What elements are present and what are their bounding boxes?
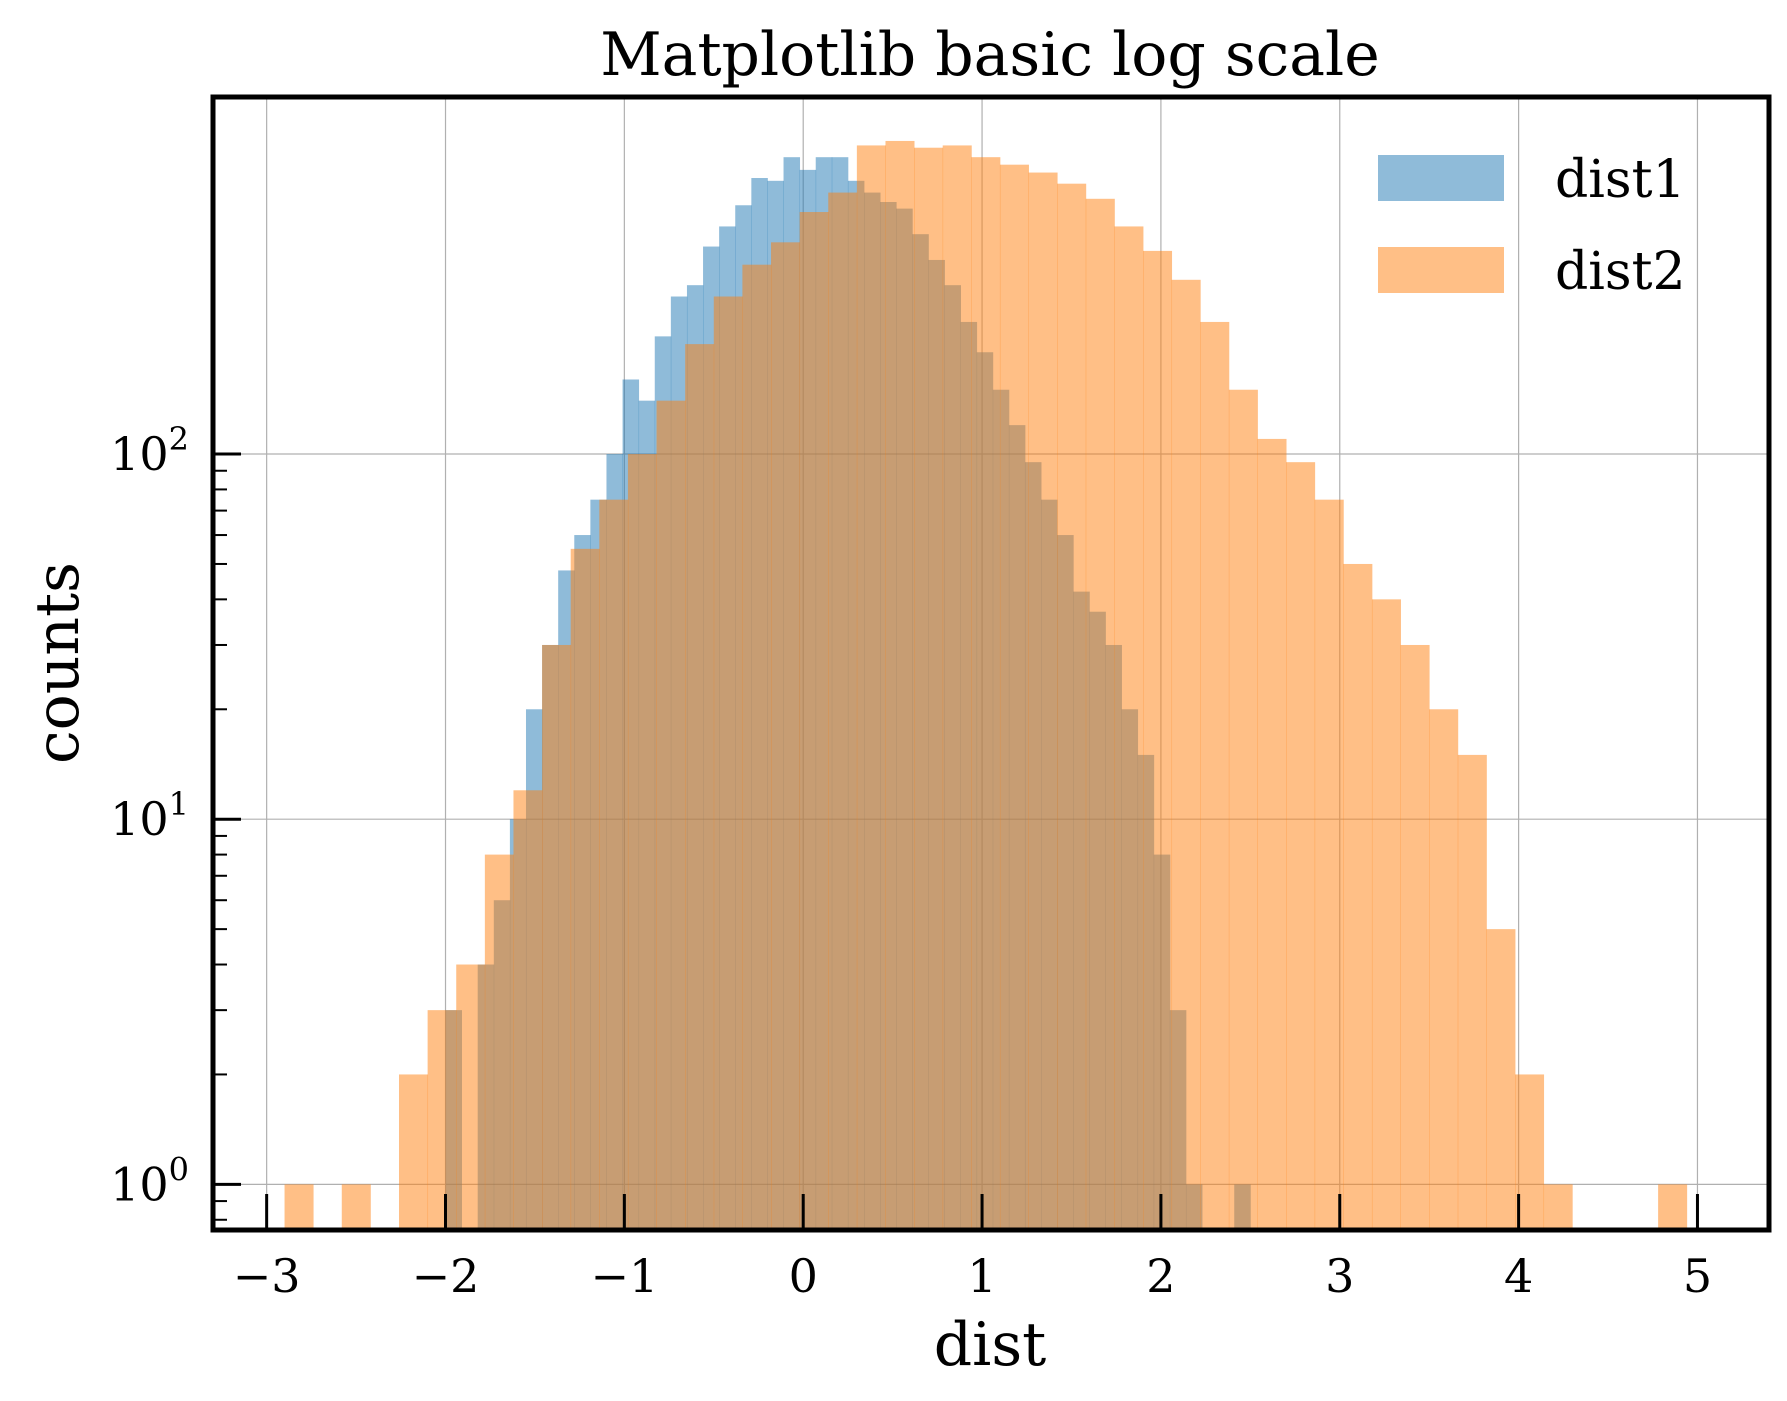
histogram-bar [999, 164, 1029, 1230]
x-tick-label: 1 [967, 1249, 996, 1303]
x-tick-label: −1 [590, 1249, 658, 1303]
histogram-bar [1085, 198, 1115, 1230]
histogram-bar [1257, 438, 1287, 1230]
histogram-bar [1658, 1184, 1688, 1230]
legend-label-dist2: dist2 [1555, 242, 1686, 302]
y-tick-labels: 100 101 102 [110, 420, 189, 1211]
histogram-bar [713, 296, 743, 1230]
x-tick-label: 5 [1683, 1249, 1712, 1303]
legend: dist1 dist2 [1378, 150, 1686, 302]
axis-ticks [213, 452, 1699, 1230]
y-tick-label: 102 [110, 420, 189, 481]
histogram-bar [771, 242, 801, 1230]
histogram-bar [1028, 172, 1058, 1230]
x-tick-label: −3 [233, 1249, 301, 1303]
histogram-bar [1314, 499, 1344, 1230]
histogram-bar [656, 400, 686, 1230]
histogram-bar [914, 147, 944, 1230]
histogram-bar [1486, 929, 1516, 1230]
histogram-bar [1143, 250, 1173, 1230]
histogram-bar [599, 499, 629, 1230]
histogram-bar [1114, 226, 1144, 1230]
histogram-bars [284, 140, 1688, 1230]
histogram-bar [971, 157, 1001, 1230]
legend-label-dist1: dist1 [1555, 150, 1686, 210]
histogram-bar [1457, 754, 1487, 1230]
y-axis-label: counts [23, 562, 93, 764]
histogram-bar [570, 548, 600, 1230]
plot-frame [210, 94, 1772, 1233]
x-tick-label: 2 [1146, 1249, 1175, 1303]
histogram-bar [1200, 321, 1230, 1230]
y-tick-label: 100 [110, 1150, 189, 1211]
histogram-bar [1343, 563, 1373, 1230]
y-tick-label: 101 [110, 785, 189, 846]
histogram-bar [856, 145, 886, 1230]
x-tick-label: −2 [412, 1249, 480, 1303]
chart-title: Matplotlib basic log scale [600, 20, 1380, 90]
histogram-bar [1429, 709, 1459, 1230]
histogram-bar [542, 644, 572, 1230]
histogram-bar [1286, 462, 1316, 1230]
histogram-bar [1057, 183, 1087, 1230]
histogram-bar [456, 964, 486, 1230]
histogram-bar [1171, 279, 1201, 1230]
histogram-bar [742, 264, 772, 1230]
histogram-bar [1228, 389, 1258, 1230]
histogram-bar [484, 854, 514, 1230]
histogram-bar [341, 1184, 371, 1230]
x-tick-label: 4 [1504, 1249, 1533, 1303]
histogram-bar [828, 192, 858, 1230]
legend-swatch-dist1 [1378, 155, 1504, 201]
histogram-bar [885, 140, 915, 1230]
x-tick-label: 3 [1325, 1249, 1354, 1303]
x-tick-label: 0 [789, 1249, 818, 1303]
histogram-bar [799, 212, 829, 1230]
histogram-bar [284, 1184, 314, 1230]
histogram-bar [685, 344, 715, 1230]
series-dist2 [284, 140, 1688, 1230]
histogram-bar [1400, 644, 1430, 1230]
histogram-bar [1543, 1184, 1573, 1230]
histogram-bar [1371, 599, 1401, 1230]
histogram-bar [942, 145, 972, 1230]
legend-swatch-dist2 [1378, 247, 1504, 293]
histogram-bar [513, 790, 543, 1230]
x-axis-label: dist [934, 1310, 1047, 1380]
x-tick-labels: −3 −2 −1 0 1 2 3 4 5 [233, 1249, 1712, 1303]
histogram-bar [627, 454, 657, 1230]
histogram-bar [399, 1074, 429, 1230]
histogram-bar [427, 1010, 457, 1230]
